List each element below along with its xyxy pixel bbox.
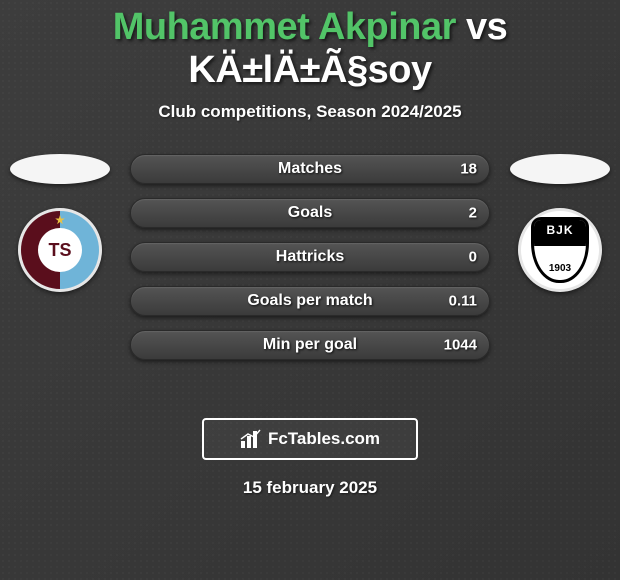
subtitle: Club competitions, Season 2024/2025 (0, 102, 620, 122)
stat-value-right: 2 (469, 205, 477, 222)
stat-row-matches: Matches 18 (130, 154, 490, 184)
bar-chart-icon (240, 429, 262, 449)
player1-avatar (10, 154, 110, 184)
stat-row-goals-per-match: Goals per match 0.11 (130, 286, 490, 316)
stat-bars: Matches 18 Goals 2 Hattricks 0 Goals per… (130, 154, 490, 360)
page-title: Muhammet Akpinar vs KÄ±lÄ±Ã§soy (0, 0, 620, 92)
stat-row-min-per-goal: Min per goal 1044 (130, 330, 490, 360)
stat-label: Goals (288, 204, 332, 222)
crest-top-text: BJK (534, 223, 586, 237)
player1-club-crest: TS (18, 208, 102, 292)
stat-value-right: 0.11 (449, 293, 477, 310)
stat-label: Min per goal (263, 336, 357, 354)
stat-label: Goals per match (247, 292, 372, 310)
stat-value-right: 0 (469, 249, 477, 266)
player1-name: Muhammet Akpinar (113, 6, 456, 48)
left-player-column: TS (10, 154, 110, 292)
player2-avatar (510, 154, 610, 184)
right-player-column: BJK 1903 (510, 154, 610, 292)
player2-name: KÄ±lÄ±Ã§soy (188, 49, 431, 91)
crest-year-text: 1903 (534, 263, 586, 274)
player2-club-crest: BJK 1903 (518, 208, 602, 292)
stat-label: Hattricks (276, 248, 344, 266)
branding-box: FcTables.com (202, 418, 418, 460)
besiktas-shield: BJK 1903 (531, 217, 589, 283)
comparison-body: TS BJK 1903 Matches 18 Goals 2 (0, 154, 620, 394)
vs-separator: vs (466, 6, 507, 48)
branding-text: FcTables.com (268, 429, 380, 449)
stat-label: Matches (278, 160, 342, 178)
stat-row-goals: Goals 2 (130, 198, 490, 228)
date-text: 15 february 2025 (0, 478, 620, 498)
stat-row-hattricks: Hattricks 0 (130, 242, 490, 272)
crest-inner-text: TS (38, 228, 82, 272)
stat-value-right: 1044 (444, 337, 477, 354)
stat-value-right: 18 (460, 161, 477, 178)
comparison-card: Muhammet Akpinar vs KÄ±lÄ±Ã§soy Club com… (0, 0, 620, 580)
